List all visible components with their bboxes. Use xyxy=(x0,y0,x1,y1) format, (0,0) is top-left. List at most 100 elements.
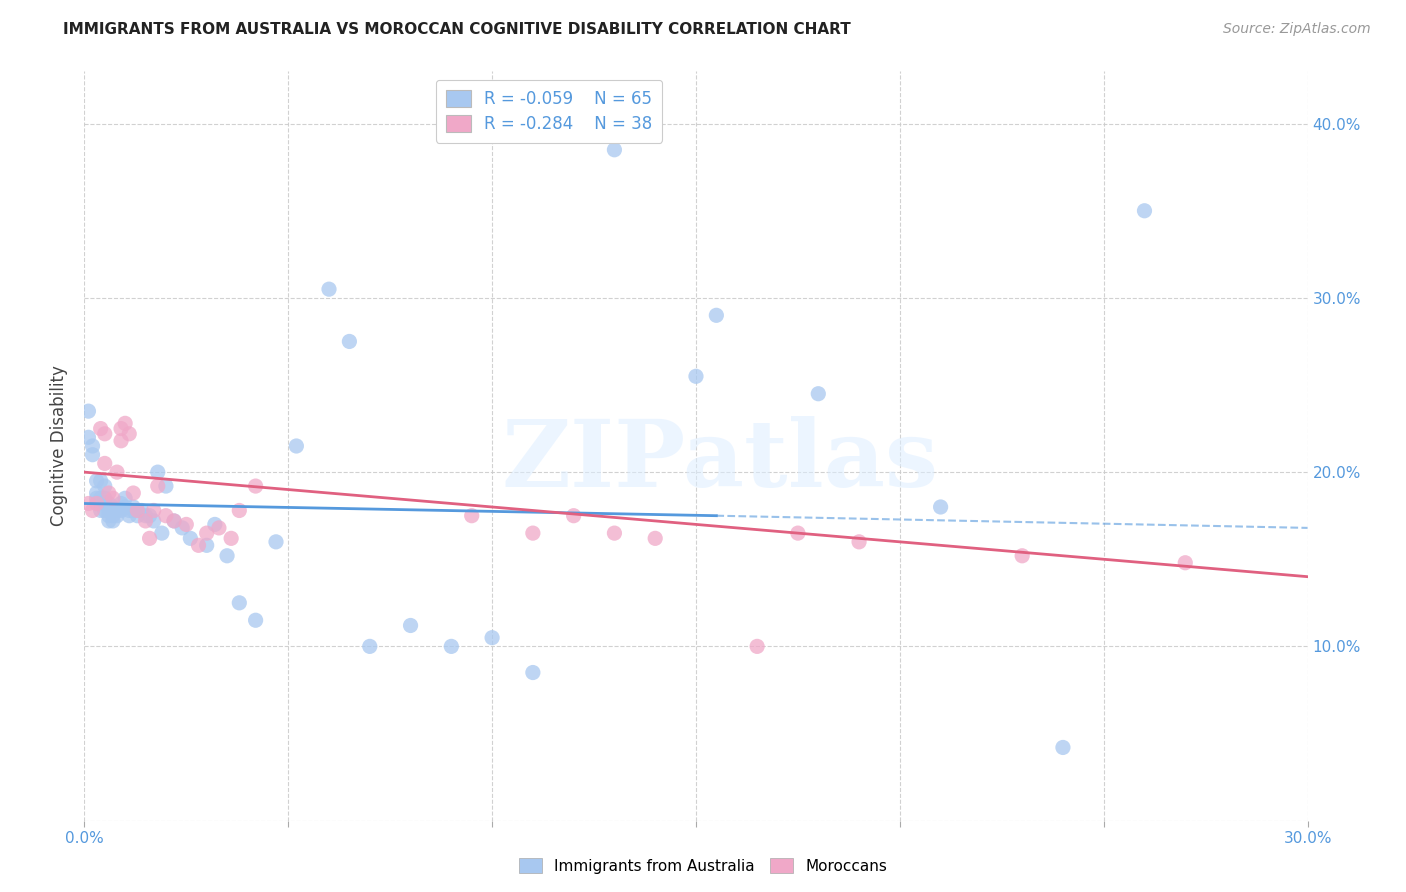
Point xyxy=(245,613,267,627)
Point xyxy=(603,143,626,157)
Point xyxy=(135,514,157,528)
Point xyxy=(93,457,115,471)
Point xyxy=(163,514,186,528)
Point xyxy=(228,503,250,517)
Legend: Immigrants from Australia, Moroccans: Immigrants from Australia, Moroccans xyxy=(513,852,893,880)
Point xyxy=(787,526,810,541)
Point xyxy=(127,503,149,517)
Point xyxy=(105,465,128,479)
Point xyxy=(93,491,115,506)
Point xyxy=(1052,740,1074,755)
Point xyxy=(101,491,124,506)
Point xyxy=(172,521,194,535)
Point xyxy=(706,308,728,322)
Point xyxy=(82,439,104,453)
Point xyxy=(142,514,165,528)
Point xyxy=(82,503,104,517)
Point xyxy=(122,503,145,517)
Point xyxy=(105,508,128,523)
Point xyxy=(110,421,132,435)
Point xyxy=(90,421,112,435)
Text: IMMIGRANTS FROM AUSTRALIA VS MOROCCAN COGNITIVE DISABILITY CORRELATION CHART: IMMIGRANTS FROM AUSTRALIA VS MOROCCAN CO… xyxy=(63,22,851,37)
Point xyxy=(118,503,141,517)
Point xyxy=(97,514,120,528)
Point xyxy=(187,538,209,552)
Point xyxy=(101,503,124,517)
Point xyxy=(122,486,145,500)
Point xyxy=(603,526,626,541)
Point xyxy=(90,491,112,506)
Point xyxy=(138,532,160,546)
Point xyxy=(461,508,484,523)
Point xyxy=(481,631,503,645)
Point xyxy=(155,479,177,493)
Point xyxy=(204,517,226,532)
Point xyxy=(82,448,104,462)
Point xyxy=(86,474,108,488)
Point xyxy=(77,430,100,444)
Point xyxy=(90,503,112,517)
Point xyxy=(86,491,108,506)
Point xyxy=(848,534,870,549)
Point xyxy=(127,503,149,517)
Point xyxy=(1011,549,1033,563)
Point xyxy=(101,500,124,514)
Point xyxy=(97,508,120,523)
Point xyxy=(97,486,120,500)
Text: ZIPatlas: ZIPatlas xyxy=(502,416,939,506)
Point xyxy=(93,496,115,510)
Point xyxy=(399,618,422,632)
Point xyxy=(97,503,120,517)
Point xyxy=(118,508,141,523)
Point xyxy=(219,532,242,546)
Point xyxy=(101,508,124,523)
Point xyxy=(86,486,108,500)
Point xyxy=(138,508,160,523)
Point xyxy=(685,369,707,384)
Point xyxy=(114,491,136,506)
Point xyxy=(195,526,218,541)
Point xyxy=(77,496,100,510)
Point xyxy=(93,479,115,493)
Point xyxy=(1174,556,1197,570)
Point xyxy=(101,514,124,528)
Point xyxy=(179,532,201,546)
Point xyxy=(747,640,769,654)
Point xyxy=(131,503,153,517)
Point xyxy=(110,434,132,448)
Point xyxy=(522,665,544,680)
Point xyxy=(339,334,361,349)
Point xyxy=(110,503,132,517)
Point xyxy=(142,503,165,517)
Point xyxy=(93,503,115,517)
Point xyxy=(929,500,952,514)
Point xyxy=(195,538,218,552)
Point xyxy=(150,526,173,541)
Point xyxy=(318,282,340,296)
Point xyxy=(122,500,145,514)
Point xyxy=(228,596,250,610)
Point xyxy=(114,500,136,514)
Point xyxy=(127,508,149,523)
Point xyxy=(135,508,157,523)
Point xyxy=(77,404,100,418)
Y-axis label: Cognitive Disability: Cognitive Disability xyxy=(51,366,69,526)
Point xyxy=(208,521,231,535)
Point xyxy=(245,479,267,493)
Point xyxy=(644,532,666,546)
Point xyxy=(359,640,381,654)
Point xyxy=(114,417,136,431)
Legend: R = -0.059    N = 65, R = -0.284    N = 38: R = -0.059 N = 65, R = -0.284 N = 38 xyxy=(436,79,662,143)
Point xyxy=(146,479,169,493)
Point xyxy=(93,426,115,441)
Point xyxy=(562,508,585,523)
Point xyxy=(105,503,128,517)
Text: Source: ZipAtlas.com: Source: ZipAtlas.com xyxy=(1223,22,1371,37)
Point xyxy=(217,549,239,563)
Point xyxy=(264,534,287,549)
Point xyxy=(163,514,186,528)
Point xyxy=(440,640,463,654)
Point xyxy=(522,526,544,541)
Point xyxy=(155,508,177,523)
Point xyxy=(807,386,830,401)
